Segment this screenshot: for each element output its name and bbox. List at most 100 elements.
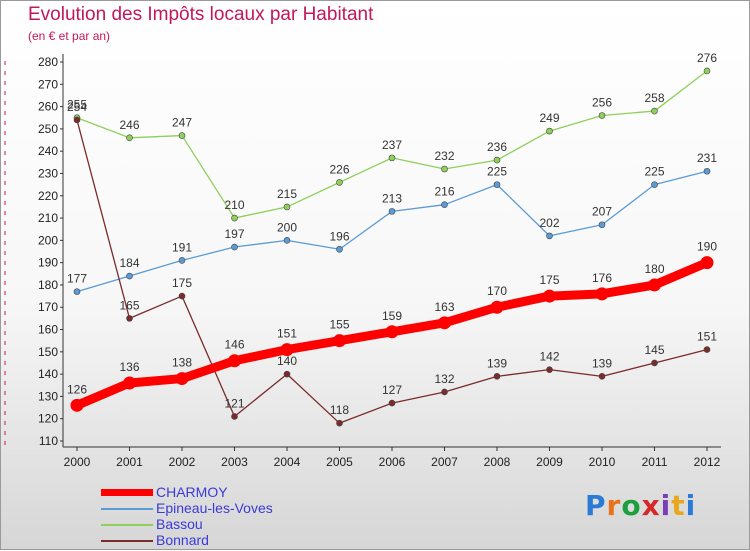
data-label-bassou: 249 — [539, 111, 559, 125]
legend-item-bassou: Bassou — [101, 516, 301, 533]
x-tick-label: 2000 — [64, 455, 91, 469]
x-tick-label: 2007 — [431, 455, 458, 469]
y-tick-label: 130 — [38, 389, 58, 403]
logo-letter: r — [606, 489, 622, 522]
data-point-bonnard — [493, 373, 501, 380]
data-label-charmoy: 126 — [67, 382, 87, 396]
data-point-charmoy — [280, 343, 294, 357]
y-tick-label: 280 — [38, 55, 58, 69]
x-tick-label: 2005 — [326, 455, 353, 469]
data-point-bassou — [651, 107, 658, 115]
y-tick-label: 120 — [38, 412, 58, 426]
data-labels: 255 246 247 210 215 226 237 232 236 249 256 258 276 1… — [67, 51, 717, 417]
x-tick-label: 2001 — [116, 455, 143, 469]
x-tick-label: 2008 — [484, 455, 511, 469]
data-point-bonnard — [441, 388, 448, 396]
data-point-epineau-les-voves — [178, 257, 186, 264]
logo-letter: o — [621, 489, 642, 522]
data-label-bonnard: 121 — [224, 396, 244, 410]
data-point-charmoy — [333, 334, 346, 348]
data-label-bonnard: 165 — [119, 298, 139, 312]
data-point-charmoy — [438, 316, 451, 330]
data-label-bassou: 232 — [434, 149, 454, 163]
data-point-bonnard — [73, 116, 81, 124]
x-tick-label: 2010 — [589, 455, 616, 469]
x-axis-ticks: 2000 2001 2002 2003 2004 2005 2006 2007 2008 2009… — [64, 447, 721, 469]
data-point-bassou — [126, 134, 133, 142]
data-point-bassou — [178, 132, 186, 139]
data-point-epineau-les-voves — [598, 221, 606, 229]
legend-swatch-bonnard — [101, 540, 153, 542]
data-label-bassou: 255 — [67, 98, 87, 112]
chart-subtitle: (en € et par an) — [28, 29, 111, 43]
data-label-epineau-les-voves: 213 — [382, 191, 402, 205]
data-point-epineau-les-voves — [231, 243, 238, 251]
data-point-bassou — [388, 154, 396, 162]
data-label-bonnard: 254 — [67, 100, 87, 114]
data-label-bassou: 215 — [277, 187, 297, 201]
data-point-bonnard — [178, 292, 186, 300]
data-label-bassou: 236 — [487, 140, 507, 154]
data-label-charmoy: 136 — [119, 360, 139, 374]
x-tick-label: 2011 — [642, 455, 668, 469]
y-tick-label: 180 — [38, 278, 58, 292]
data-label-epineau-les-voves: 231 — [697, 151, 717, 165]
data-label-epineau-les-voves: 202 — [539, 216, 559, 230]
data-label-bassou: 258 — [644, 91, 664, 105]
data-point-charmoy — [228, 354, 241, 368]
legend-swatch-bassou — [101, 524, 153, 526]
y-tick-label: 150 — [38, 345, 58, 359]
x-tick-label: 2003 — [221, 455, 248, 469]
data-label-bassou: 226 — [329, 162, 349, 176]
data-point-charmoy — [543, 289, 556, 303]
data-label-bonnard: 145 — [644, 343, 664, 357]
y-tick-label: 230 — [38, 166, 58, 180]
data-label-bonnard: 139 — [487, 356, 507, 370]
y-tick-label: 190 — [38, 256, 58, 270]
data-point-bonnard — [598, 373, 606, 380]
legend-item-epineau-les-voves: Epineau-les-Voves — [101, 500, 301, 517]
data-point-charmoy — [700, 256, 714, 270]
legend-swatch-charmoy — [101, 489, 153, 496]
data-label-charmoy: 190 — [697, 240, 717, 254]
y-axis-ticks: 110 120 130 140 150 160 170 180 190 200 210 220 230 2… — [38, 55, 63, 448]
logo-letter: P — [585, 489, 607, 522]
data-point-charmoy — [595, 287, 609, 301]
data-point-bassou — [546, 127, 553, 135]
legend-label-charmoy: CHARMOY — [156, 484, 228, 500]
data-label-epineau-les-voves: 196 — [329, 229, 349, 243]
data-point-epineau-les-voves — [441, 201, 448, 208]
data-point-bassou — [336, 179, 343, 186]
x-tick-label: 2004 — [274, 455, 301, 469]
data-point-charmoy — [648, 278, 661, 292]
legend-label-epineau-les-voves: Epineau-les-Voves — [156, 500, 273, 516]
legend-label-bassou: Bassou — [156, 516, 203, 532]
data-label-epineau-les-voves: 225 — [644, 165, 664, 179]
data-point-bassou — [598, 112, 606, 119]
y-tick-label: 140 — [38, 367, 58, 381]
data-point-epineau-les-voves — [388, 208, 396, 215]
data-point-epineau-les-voves — [651, 181, 658, 188]
data-point-charmoy — [70, 398, 84, 412]
data-label-bonnard: 127 — [382, 383, 402, 397]
legend-swatch-epineau-les-voves — [101, 508, 153, 510]
data-label-bonnard: 175 — [172, 276, 192, 290]
data-point-bonnard — [336, 419, 343, 427]
data-point-charmoy — [385, 325, 399, 339]
data-point-charmoy — [490, 300, 504, 314]
x-tick-label: 2009 — [536, 455, 563, 469]
data-label-epineau-les-voves: 216 — [434, 185, 454, 199]
logo-letter: x — [641, 489, 661, 522]
data-point-epineau-les-voves — [546, 232, 553, 240]
data-label-bonnard: 140 — [277, 354, 297, 368]
x-tick-label: 2012 — [694, 455, 721, 469]
data-point-charmoy — [175, 372, 189, 386]
data-point-epineau-les-voves — [493, 181, 501, 188]
series-group — [70, 67, 714, 427]
data-label-charmoy: 170 — [487, 284, 507, 298]
data-label-bonnard: 151 — [697, 330, 717, 344]
data-label-charmoy: 159 — [382, 309, 402, 323]
data-point-bonnard — [388, 399, 396, 407]
y-tick-label: 200 — [38, 233, 58, 247]
logo-letter: i — [660, 489, 672, 522]
